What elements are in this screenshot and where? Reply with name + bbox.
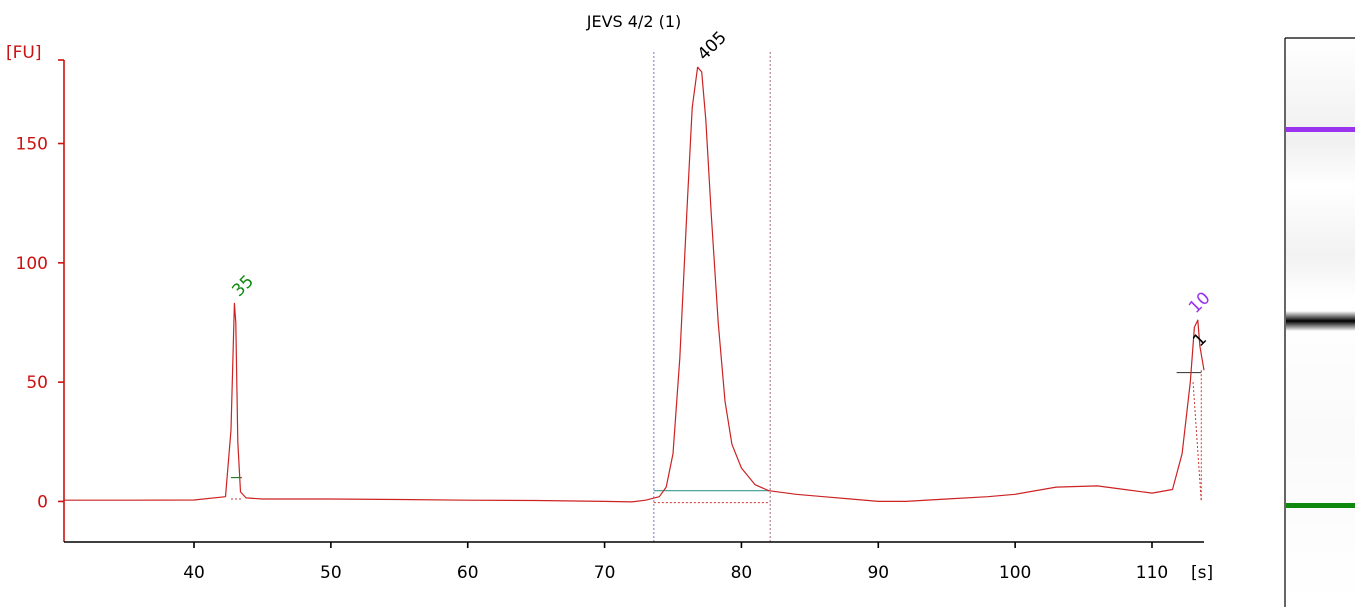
x-tick-label: 50 (320, 563, 342, 583)
gel-band-lower-marker (1286, 503, 1355, 508)
peak-label: 405 (694, 28, 731, 65)
peak-label: 10 (1185, 288, 1214, 317)
trace-line (64, 66, 1205, 503)
x-tick-label: 70 (594, 563, 616, 583)
gel-band-upper-marker (1286, 127, 1355, 132)
x-tick-label: 90 (867, 563, 889, 583)
x-tick-label: 110 (1136, 563, 1168, 583)
x-tick-label: 100 (999, 563, 1031, 583)
y-axis-label: [FU] (6, 43, 42, 63)
plot-area: [FU] 0 50 100 150 40 50 60 70 80 90 100 110 [s] 35 405 1… (6, 28, 1215, 583)
y-tick-label: 100 (16, 254, 48, 274)
peak-baseline-dotted (1192, 382, 1202, 502)
gel-lane (1284, 37, 1355, 607)
y-tick-label: 50 (26, 373, 48, 393)
y-tick-label: 0 (37, 492, 48, 512)
peak-label: 35 (228, 271, 257, 300)
y-tick-label: 150 (16, 135, 48, 155)
x-tick-label: 40 (183, 563, 205, 583)
gel-band-sample (1286, 311, 1355, 331)
x-axis-label: [s] (1191, 563, 1213, 583)
x-tick-label: 80 (731, 563, 753, 583)
chart-title: JEVS 4/2 (1) (586, 12, 682, 31)
x-tick-label: 60 (457, 563, 479, 583)
